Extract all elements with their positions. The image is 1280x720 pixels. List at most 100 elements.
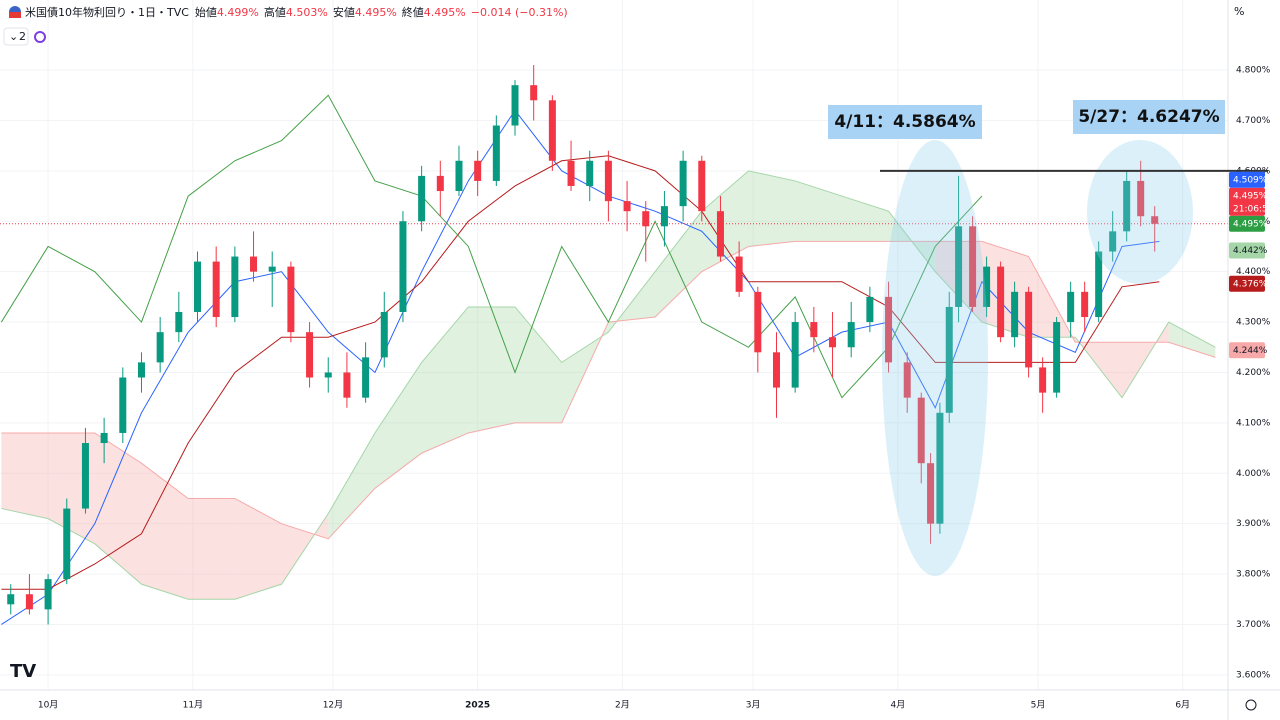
candle-body bbox=[306, 332, 314, 378]
candle-body bbox=[399, 221, 407, 312]
candle-body bbox=[927, 463, 935, 524]
x-tick-label: 2月 bbox=[615, 700, 630, 711]
candle-body bbox=[866, 296, 874, 323]
x-tick-label: 11月 bbox=[183, 700, 203, 711]
unit-label: % bbox=[1234, 5, 1244, 18]
candle-body bbox=[698, 160, 706, 212]
candle-body bbox=[847, 322, 855, 348]
annotation-box bbox=[828, 105, 982, 139]
candle-body bbox=[362, 357, 370, 398]
candle-body bbox=[436, 175, 444, 192]
toggle-arrow: ⌄ bbox=[9, 30, 18, 43]
y-tick-label: 3.800% bbox=[1236, 570, 1271, 580]
candle-body bbox=[1095, 251, 1103, 318]
candle-body bbox=[969, 226, 977, 307]
ohlc-label: 安値 bbox=[333, 5, 355, 19]
change: −0.014 (−0.31%) bbox=[471, 6, 568, 19]
annotation: 5/27：4.6247% bbox=[1078, 107, 1219, 127]
candle-body bbox=[1123, 180, 1131, 232]
candle-body bbox=[380, 311, 388, 358]
cloud-segment bbox=[421, 306, 469, 454]
annotation-box bbox=[1073, 100, 1225, 134]
candle-body bbox=[716, 211, 724, 257]
y-tick-label: 4.200% bbox=[1236, 368, 1271, 378]
candle-body bbox=[955, 226, 963, 307]
x-tick-label: 2025 bbox=[465, 701, 490, 711]
price-tag-label: 4.244% bbox=[1233, 346, 1268, 356]
candle-body bbox=[137, 362, 145, 378]
cloud-segment bbox=[841, 196, 889, 242]
y-tick-label: 4.700% bbox=[1236, 116, 1271, 126]
y-tick-label: 3.700% bbox=[1236, 620, 1271, 630]
y-tick-label: 4.000% bbox=[1236, 469, 1271, 479]
candle-body bbox=[175, 311, 183, 333]
cloud-segment bbox=[1, 432, 49, 519]
candle-body bbox=[212, 261, 220, 318]
price-tag-label: 4.509% bbox=[1233, 175, 1268, 185]
candle-body bbox=[1025, 291, 1033, 368]
price-tag bbox=[1229, 187, 1265, 216]
candle-body bbox=[194, 261, 202, 312]
y-tick-label: 3.600% bbox=[1236, 670, 1271, 680]
cloud-segment bbox=[374, 362, 422, 489]
highlight-ellipse bbox=[1087, 140, 1193, 284]
settings-icon[interactable] bbox=[1245, 699, 1257, 711]
ohlc-label: 始値 bbox=[195, 5, 217, 19]
candle-body bbox=[324, 372, 332, 378]
candle-body bbox=[511, 85, 519, 126]
candle-body bbox=[548, 100, 556, 161]
countdown: 21:06:52 bbox=[1233, 204, 1273, 214]
cloud-segment bbox=[515, 306, 562, 423]
y-tick-label: 4.300% bbox=[1236, 318, 1271, 328]
highlight-ellipse bbox=[882, 140, 988, 576]
candle-body bbox=[287, 266, 295, 333]
candle-body bbox=[885, 296, 893, 363]
price-tag-label: 4.376% bbox=[1233, 279, 1268, 289]
y-tick-label: 4.400% bbox=[1236, 267, 1271, 277]
indicator-line bbox=[0, 94, 983, 399]
cloud-segment bbox=[748, 170, 796, 247]
candle-body bbox=[1137, 180, 1145, 217]
cloud-segment bbox=[94, 432, 142, 585]
indicator-toggle[interactable] bbox=[3, 27, 29, 46]
price-tag bbox=[1229, 215, 1265, 232]
cloud-segment bbox=[795, 180, 842, 242]
sync-icon[interactable] bbox=[34, 31, 46, 43]
cloud-segment bbox=[655, 211, 702, 318]
candle-body bbox=[791, 322, 799, 388]
ohlc-value: 4.499% bbox=[217, 6, 259, 19]
price-tag-label: 4.442% bbox=[1233, 246, 1268, 256]
header: 米国債10年物利回り・1日・TVC 始値4.499% 高値4.503% 安値4.495… bbox=[25, 5, 568, 19]
indicator-line bbox=[1, 155, 1160, 590]
symbol-title[interactable]: 米国債10年物利回り・1日・TVC bbox=[25, 5, 189, 19]
cloud-segment bbox=[141, 463, 189, 600]
candle-body bbox=[343, 372, 351, 398]
cloud-segment bbox=[701, 170, 749, 272]
logo: TV bbox=[10, 661, 36, 682]
candle-body bbox=[455, 160, 463, 192]
y-tick-label: 4.100% bbox=[1236, 418, 1271, 428]
ohlc-value: 4.495% bbox=[355, 6, 397, 19]
candle-body bbox=[586, 160, 594, 186]
candle-body bbox=[1067, 291, 1075, 323]
candle-body bbox=[100, 432, 108, 444]
plot-area bbox=[0, 0, 1228, 690]
ohlc-label: 終値 bbox=[402, 5, 424, 19]
candle-body bbox=[772, 352, 780, 388]
x-tick-label: 3月 bbox=[746, 700, 761, 711]
candle-body bbox=[642, 211, 650, 227]
flag-icon bbox=[9, 12, 21, 18]
candle-body bbox=[1053, 322, 1061, 393]
ohlc-label: 高値 bbox=[264, 5, 286, 19]
x-tick-label: 5月 bbox=[1031, 700, 1046, 711]
candle-body bbox=[829, 337, 837, 348]
candle-body bbox=[1151, 216, 1159, 224]
candle-body bbox=[810, 322, 818, 338]
cloud-segment bbox=[234, 498, 282, 600]
candle-body bbox=[268, 266, 276, 272]
candle-body bbox=[754, 291, 762, 353]
candle-body bbox=[44, 579, 52, 610]
candle-body bbox=[936, 412, 944, 524]
